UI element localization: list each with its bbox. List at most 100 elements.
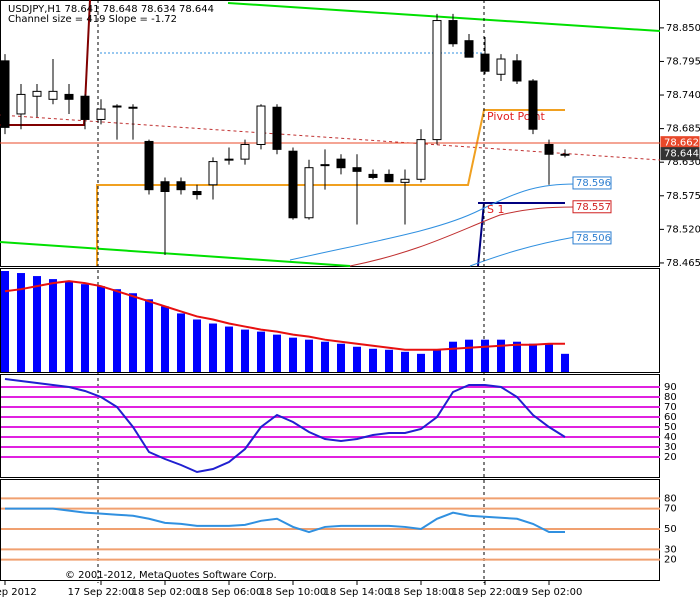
candle-body [224,158,234,161]
histogram-bar [321,341,329,372]
x-tick-label: 17 Sep 2012 [0,587,37,598]
y-tick-label: 70 [664,504,677,515]
trend-line [0,0,91,126]
histogram-bar [369,348,377,372]
candle-body [192,191,202,196]
histogram-bar [113,289,121,372]
x-tick-label: 17 Sep 22:00 [68,587,135,598]
histogram-bar [465,339,473,372]
ma-line [469,236,576,267]
x-tick-label: 19 Sep 02:00 [516,587,583,598]
histogram-bar [385,349,393,372]
histogram-bar [561,353,569,372]
candle-body [400,178,410,183]
y-tick-label: 78.630 [666,157,700,168]
ma-line [289,183,576,261]
annotation: S 1 [487,203,504,216]
candle-body [544,143,554,155]
histogram-bar [65,281,73,372]
candle-body [464,40,474,58]
y-tick-label: 80 [664,493,677,504]
candle-body [16,93,26,115]
candle-body [64,93,74,100]
indicator-line [4,378,566,474]
channel-mid [0,114,661,161]
histogram-bar [433,349,441,372]
y-tick-label: 30 [664,442,677,453]
histogram-bar [225,326,233,372]
candle-body [96,108,106,120]
y-tick-label: 78.795 [666,56,700,67]
candle-body [432,20,442,141]
channel-top [227,2,661,32]
rsi-panel [0,479,660,581]
price-label: 78.596 [576,178,611,189]
price-label: 78.506 [576,233,611,244]
candle-body [208,161,218,186]
histogram-bar [353,346,361,372]
histogram-bar [289,337,297,372]
histogram-bar [497,339,505,372]
x-tick-label: 18 Sep 02:00 [132,587,199,598]
candle-body [320,164,330,167]
chart-subtitle: Channel size = 419 Slope = -1.72 [8,14,177,25]
y-tick-label: 30 [664,544,677,555]
histogram-bar [209,323,217,372]
candle-body [240,143,250,160]
chart-title: USDJPY,H1 78.641 78.648 78.634 78.644 [8,4,214,15]
candle-body [384,173,394,183]
candle-body [288,150,298,219]
candle-body [112,105,122,108]
pivot-line [96,109,565,266]
histogram-bar [161,306,169,372]
y-tick-label: 40 [664,432,677,443]
histogram-bar [273,334,281,372]
y-tick-label: 50 [664,524,677,535]
y-tick-label: 70 [664,402,677,413]
ma-line [349,206,576,267]
y-tick-label: 78.465 [666,258,700,269]
price-label: 78.644 [664,149,699,160]
y-tick-label: 90 [664,382,677,393]
channel-bottom [0,241,351,267]
copyright: © 2001-2012, MetaQuotes Software Corp. [65,570,277,581]
y-tick-label: 80 [664,392,677,403]
candle-body [416,139,426,180]
histogram-panel [0,268,660,373]
candle-body [32,90,42,97]
x-tick-label: 18 Sep 14:00 [324,587,391,598]
price-label-box [572,231,612,245]
candle-body [48,90,58,100]
candle-body [528,80,538,130]
y-tick-label: 20 [664,555,677,566]
histogram-bar [241,329,249,372]
histogram-bar [417,353,425,372]
candle-body [304,167,314,219]
overlays [0,0,661,583]
histogram-bar [1,271,9,372]
candle-body [368,173,378,178]
candle-body [480,53,490,72]
histogram-bar [97,286,105,372]
candle-body [160,181,170,193]
histogram-bar [305,339,313,372]
y-tick-label: 50 [664,422,677,433]
histogram-bar [513,341,521,372]
histogram-bar [481,339,489,372]
y-tick-label: 78.520 [666,224,700,235]
histogram-bar [33,276,41,372]
y-tick-label: 60 [664,412,677,423]
s1-line [477,202,485,267]
histogram-bar [145,299,153,372]
candle-body [272,106,282,150]
candle-body [256,105,266,145]
histogram-bar [17,273,25,372]
histogram-bar [193,319,201,372]
candle-body [0,60,10,128]
histogram-bar [49,279,57,372]
price-label-box [572,200,612,214]
candle-body [128,106,138,109]
histogram-bar [401,351,409,372]
histogram-bar [337,343,345,372]
